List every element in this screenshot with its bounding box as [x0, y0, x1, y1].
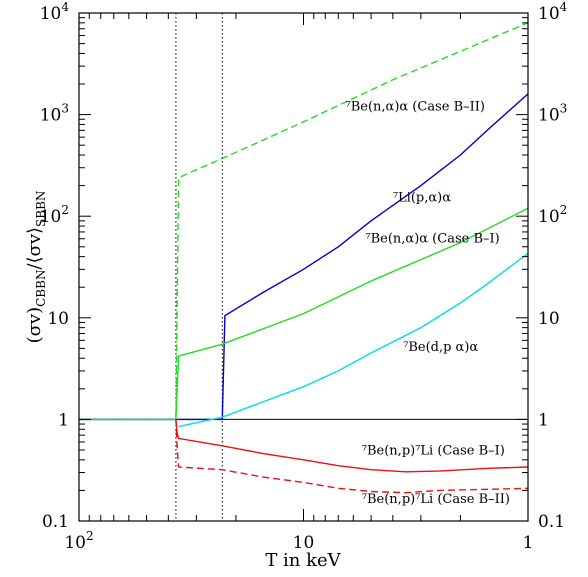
series-line-be-np-li-b2: [175, 419, 529, 494]
y-tick-label-left: 0.1: [42, 512, 69, 532]
x-tick-label: 10: [293, 533, 315, 553]
annotation-a4: ⁷Be(d,p α)α: [403, 340, 478, 355]
y-tick-label-right-mantissa: 0.1: [538, 512, 565, 532]
y-tick-label-right: 1: [538, 410, 549, 430]
x-tick-label-exponent: 2: [86, 529, 94, 543]
y-tick-label-right-mantissa: 1: [538, 410, 549, 430]
y-tick-label-right-exponent: 4: [560, 0, 568, 14]
series-line-li-p-alpha: [79, 93, 529, 421]
annotation-a5: ⁷Be(n,p)⁷Li (Case B–I): [362, 444, 505, 459]
y-tick-label-right: 104: [538, 0, 568, 24]
annotation-a3: ⁷Be(n,α)α (Case B–I): [365, 232, 499, 247]
y-tick-label-right: 0.1: [538, 512, 565, 532]
ticks-layer: [78, 12, 529, 522]
x-tick-label: 1: [523, 533, 534, 553]
y-tick-label-left-exponent: 3: [61, 102, 69, 116]
y-tick-label-left: 1: [58, 410, 69, 430]
series-layer: [79, 22, 529, 494]
series-line-be-n-alpha-b1: [79, 207, 529, 421]
y-tick-label-right-exponent: 2: [560, 203, 568, 217]
y-tick-label-right: 103: [538, 102, 567, 126]
annotation-a6: ⁷Be(n,p)⁷Li (Case B–II): [362, 492, 510, 507]
y-tick-label-right: 10: [538, 309, 560, 329]
y-tick-label-left-mantissa: 1: [58, 410, 69, 430]
x-tick-label-mantissa: 10: [64, 533, 86, 553]
x-tick-label-mantissa: 10: [293, 533, 315, 553]
x-tick-label-mantissa: 1: [523, 533, 534, 553]
y-tick-label-left: 104: [40, 0, 70, 24]
y-tick-label-right-mantissa: 10: [538, 4, 560, 24]
y-tick-label-left-exponent: 4: [61, 0, 69, 14]
y-tick-label-left-mantissa: 0.1: [42, 512, 69, 532]
y-tick-label-right: 102: [538, 203, 567, 227]
y-tick-label-right-mantissa: 10: [538, 106, 560, 126]
y-axis-label: (σv)CBBN/⟨σv⟩SBBN: [24, 191, 48, 344]
series-line-be-np-li-b1: [175, 419, 529, 473]
y-tick-label-right-exponent: 3: [560, 102, 568, 116]
x-axis-label: T in keV: [265, 550, 341, 571]
annotation-a1: ⁷Be(n,α)α (Case B–II): [346, 99, 485, 114]
y-tick-label-left-mantissa: 10: [40, 4, 62, 24]
y-tick-label-left: 102: [40, 203, 69, 227]
series-line-be-n-alpha-b2: [79, 22, 529, 421]
annotations-layer: ⁷Be(n,α)α (Case B–II) ⁷Li(p,α)α ⁷Be(n,α)α …: [346, 99, 511, 507]
y-tick-label-left: 103: [40, 102, 69, 126]
x-tick-label: 102: [64, 529, 93, 553]
y-tick-label-left-mantissa: 10: [47, 309, 69, 329]
y-tick-label-left-mantissa: 10: [40, 106, 62, 126]
y-tick-label-right-mantissa: 10: [538, 309, 560, 329]
y-tick-label-left-mantissa: 10: [40, 207, 62, 227]
annotation-a2: ⁷Li(p,α)α: [393, 190, 451, 205]
y-tick-label-right-mantissa: 10: [538, 207, 560, 227]
y-tick-label-left: 10: [47, 309, 69, 329]
y-tick-label-left-exponent: 2: [61, 203, 69, 217]
series-line-be-dp-alpha: [178, 252, 529, 428]
